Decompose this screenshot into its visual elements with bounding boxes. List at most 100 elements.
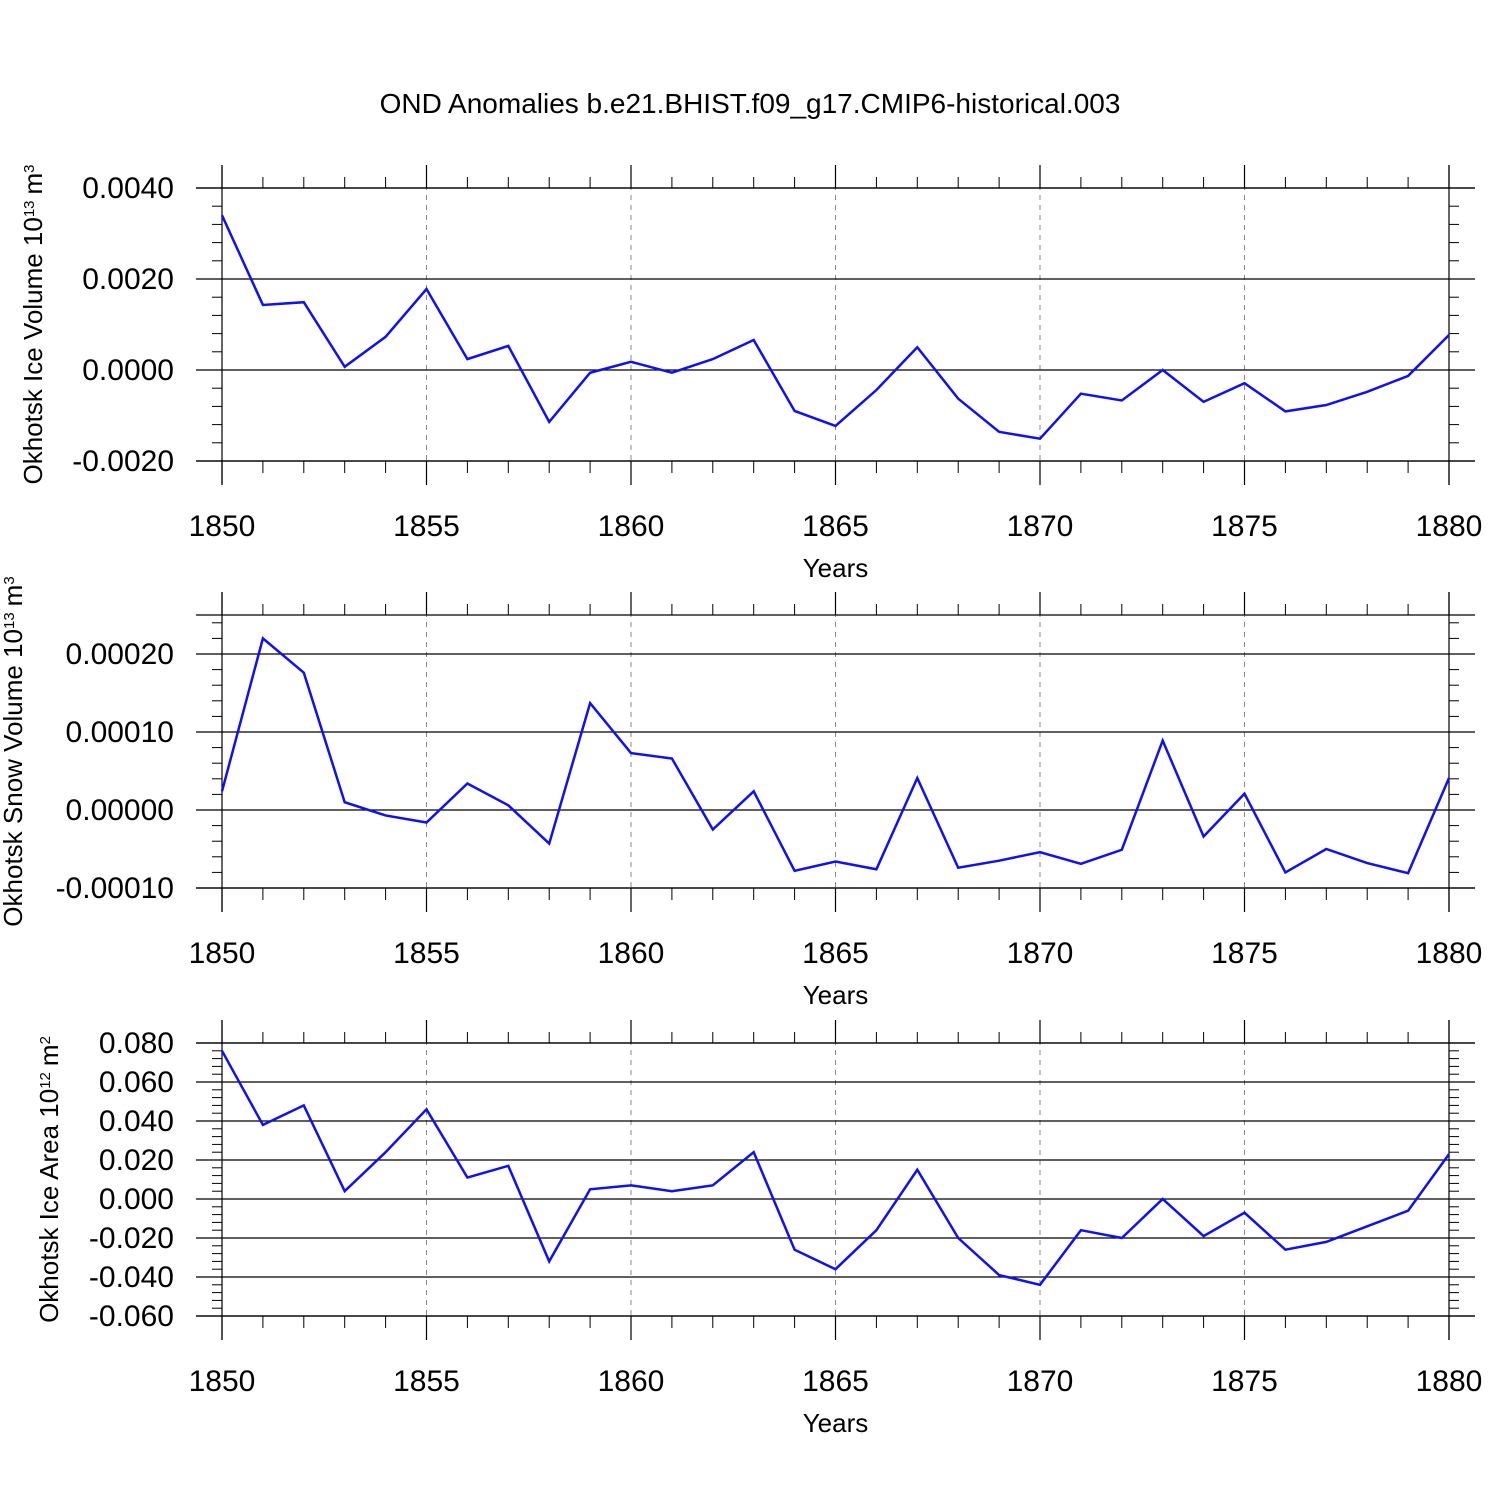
data-point (916, 346, 918, 348)
data-point (630, 361, 632, 363)
y-tick-label: 0.0000 (82, 354, 174, 387)
data-point (466, 782, 468, 784)
y-tick-label: 0.060 (99, 1066, 174, 1099)
data-point (1162, 739, 1164, 741)
data-point (262, 637, 264, 639)
y-tick-label: 0.00020 (66, 638, 174, 671)
data-point (1080, 392, 1082, 394)
x-tick-label: 1880 (1416, 1365, 1483, 1398)
data-point (875, 389, 877, 391)
x-tick-label: 1850 (189, 1365, 256, 1398)
series-line-2 (220, 636, 1451, 875)
data-point (1039, 1284, 1041, 1286)
data-point (875, 1229, 877, 1231)
x-tick-label: 1875 (1211, 510, 1278, 543)
y-axis-title-unit-exponent: 3 (1, 576, 18, 584)
data-point (548, 1260, 550, 1262)
data-point (1325, 1241, 1327, 1243)
x-tick-label: 1855 (393, 937, 460, 970)
data-point (1162, 369, 1164, 371)
data-point (1325, 848, 1327, 850)
data-point (957, 1237, 959, 1239)
x-tick-label: 1870 (1007, 937, 1074, 970)
y-axis-title-exponent: 12 (37, 1072, 54, 1089)
data-point (1243, 792, 1245, 794)
x-tick-label: 1865 (802, 937, 869, 970)
data-point (425, 821, 427, 823)
data-point (998, 860, 1000, 862)
y-tick-label: 0.040 (99, 1105, 174, 1138)
data-point (1202, 1235, 1204, 1237)
data-point (793, 410, 795, 412)
data-point (753, 339, 755, 341)
data-point (1121, 1237, 1123, 1239)
data-point (1121, 399, 1123, 401)
series-line-1 (220, 214, 1450, 441)
data-point (221, 790, 223, 792)
data-point (1448, 334, 1450, 336)
x-tick-label: 1870 (1007, 1365, 1074, 1398)
chart-panel-3: -0.060 -0.040 -0.020 0.000 0.020 0.040 0.060 0.… (34, 1020, 1482, 1438)
y-tick-label: 0.020 (99, 1144, 174, 1177)
y-axis-title-unit-exponent: 3 (21, 164, 38, 172)
x-tick-label: 1870 (1007, 510, 1074, 543)
x-tick-label: 1875 (1211, 1365, 1278, 1398)
data-point (916, 777, 918, 779)
data-point (466, 358, 468, 360)
y-axis-title: Okhotsk Ice Volume 1013 m3 (18, 164, 48, 484)
data-point (1407, 872, 1409, 874)
figure-title: OND Anomalies b.e21.BHIST.f09_g17.CMIP6-… (380, 88, 1121, 119)
data-point (303, 1104, 305, 1106)
x-tick-label: 1855 (393, 1365, 460, 1398)
data-point (303, 301, 305, 303)
data-point (425, 288, 427, 290)
y-tick-label: -0.00010 (56, 872, 174, 905)
data-point (834, 1268, 836, 1270)
data-point (1407, 1210, 1409, 1212)
series-line-3 (220, 1050, 1451, 1287)
data-point (344, 1190, 346, 1192)
y-axis-title: Okhotsk Snow Volume 1013 m3 (0, 576, 28, 926)
data-point (671, 372, 673, 374)
data-point (875, 868, 877, 870)
y-axis-title: Okhotsk Ice Area 1012 m2 (34, 1036, 64, 1323)
data-point (303, 672, 305, 674)
data-point (998, 1274, 1000, 1276)
data-point (425, 1108, 427, 1110)
data-point (671, 1190, 673, 1192)
data-point (916, 1169, 918, 1171)
data-point (384, 814, 386, 816)
x-tick-label: 1865 (802, 510, 869, 543)
y-axis-title-text: Okhotsk Snow Volume 10 (0, 629, 28, 927)
x-axis-title: Years (803, 553, 869, 583)
y-tick-label: 0.080 (99, 1027, 174, 1060)
x-tick-label: 1875 (1211, 937, 1278, 970)
data-point (221, 1050, 223, 1052)
data-point (262, 1124, 264, 1126)
x-tick-label: 1860 (598, 937, 665, 970)
data-point (957, 397, 959, 399)
y-tick-label: 0.0020 (82, 263, 174, 296)
data-point (221, 214, 223, 216)
data-point (384, 336, 386, 338)
data-point (1407, 375, 1409, 377)
y-tick-label: 0.00000 (66, 794, 174, 827)
y-axis-title-exponent: 13 (21, 200, 38, 217)
x-axis-title: Years (803, 1408, 869, 1438)
data-point (548, 421, 550, 423)
data-point (548, 842, 550, 844)
data-point (1243, 1211, 1245, 1213)
data-point (753, 1151, 755, 1153)
data-point (344, 366, 346, 368)
x-tick-label: 1855 (393, 510, 460, 543)
data-point (998, 431, 1000, 433)
x-tick-label: 1865 (802, 1365, 869, 1398)
data-point (712, 1184, 714, 1186)
data-point (630, 752, 632, 754)
data-point (262, 304, 264, 306)
y-axis-title-text: Okhotsk Ice Volume 10 (18, 217, 48, 484)
y-tick-label: -0.020 (89, 1222, 174, 1255)
data-point (1325, 404, 1327, 406)
